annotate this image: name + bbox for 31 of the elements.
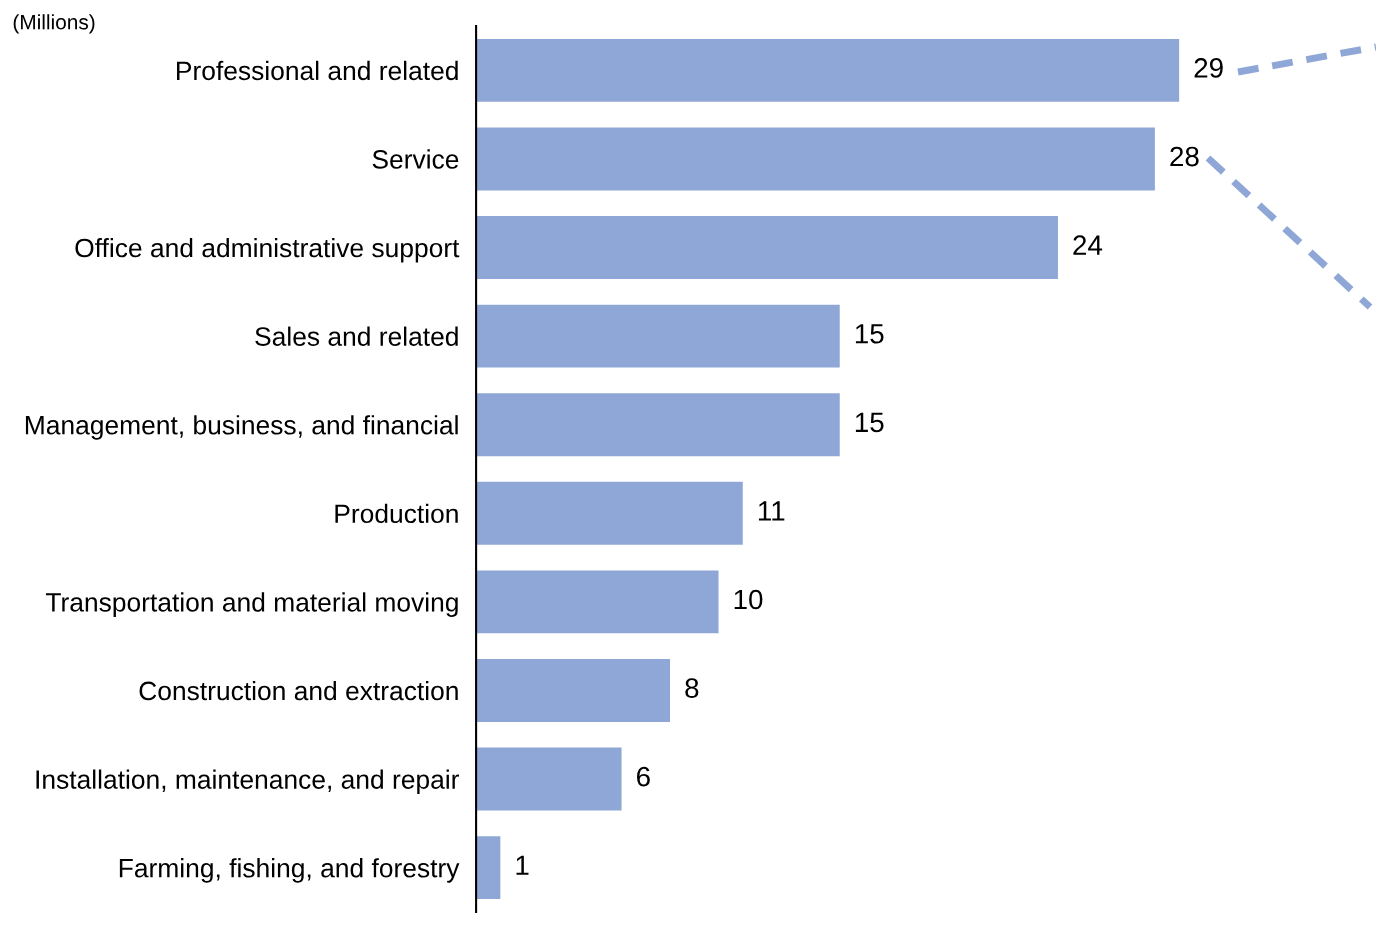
data-label: 11 xyxy=(758,501,785,521)
bar xyxy=(476,481,743,545)
bar xyxy=(476,38,1180,102)
y-tick-label: Service xyxy=(372,149,459,169)
y-tick-label: Production xyxy=(335,503,458,524)
data-label: 29 xyxy=(1194,58,1223,78)
data-label: 10 xyxy=(734,589,763,610)
y-tick-label: Farming, fishing, and forestry xyxy=(119,858,460,883)
bar xyxy=(476,127,1155,191)
data-label: 6 xyxy=(637,766,650,787)
y-tick-label: Sales and related xyxy=(255,326,458,346)
bar xyxy=(476,304,840,368)
y-tick-label: Management, business, and financial xyxy=(25,415,458,440)
bar xyxy=(476,836,501,900)
y-tick-label: Construction and extraction xyxy=(139,680,458,701)
bar xyxy=(476,659,671,722)
data-label: 1 xyxy=(516,855,529,875)
bar xyxy=(476,393,840,457)
y-tick-label: Installation, maintenance, and repair xyxy=(36,769,460,795)
data-label: 8 xyxy=(685,678,699,698)
data-label: 28 xyxy=(1170,146,1199,167)
bar xyxy=(476,747,622,811)
data-label: 24 xyxy=(1073,235,1103,255)
data-label: 15 xyxy=(855,324,884,344)
y-tick-label: Office and administrative support xyxy=(75,237,460,263)
data-label: 15 xyxy=(855,412,884,433)
bar xyxy=(476,216,1058,279)
text: (Millions) xyxy=(13,14,95,34)
y-tick-label: Transportation and material moving xyxy=(45,592,458,617)
y-tick-label: Professional and related xyxy=(177,60,458,81)
bar xyxy=(476,570,719,634)
